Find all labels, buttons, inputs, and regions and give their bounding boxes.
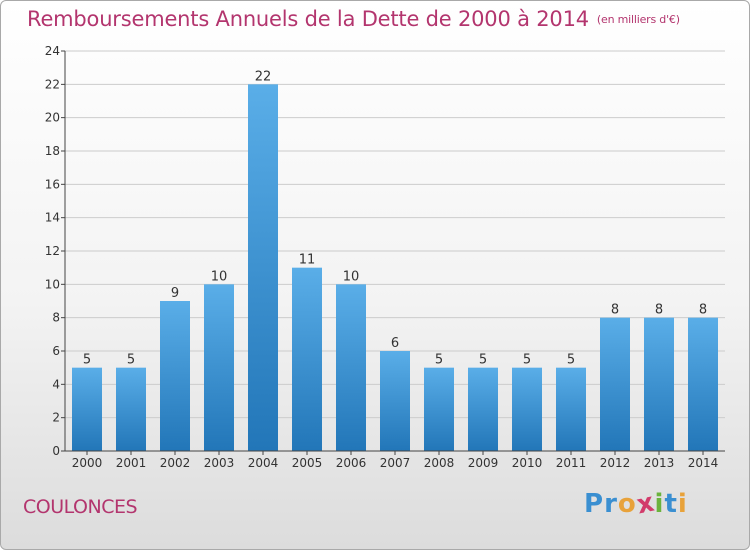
data-label: 5 [523,353,531,368]
data-label: 8 [699,303,707,318]
data-label: 5 [567,353,575,368]
bar [292,267,322,451]
data-label: 10 [343,269,360,284]
x-tick-label: 2009 [468,456,499,470]
bar [688,317,718,451]
x-tick-label: 2001 [116,456,147,470]
data-label: 8 [655,303,663,318]
y-tick-label: 2 [52,411,60,425]
x-tick-label: 2010 [512,456,543,470]
y-tick-label: 8 [52,311,60,325]
x-tick-label: 2012 [600,456,631,470]
x-tick-label: 2003 [204,456,235,470]
data-label: 11 [299,253,316,268]
y-tick-label: 16 [45,177,60,191]
data-label: 8 [611,303,619,318]
data-label: 9 [171,286,179,301]
commune-name: COULONCES [23,496,138,518]
bar [468,367,498,451]
y-tick-label: 0 [52,444,60,458]
data-label: 5 [435,353,443,368]
y-tick-label: 6 [52,344,60,358]
bar [424,367,454,451]
logo-letter: i [654,489,665,519]
y-tick-label: 24 [45,44,60,58]
data-label: 22 [255,69,272,84]
x-tick-label: 2005 [292,456,323,470]
chart-title-text: Remboursements Annuels de la Dette de 20… [27,7,589,31]
y-tick-label: 10 [45,277,60,291]
x-tick-label: 2011 [556,456,587,470]
data-label: 5 [127,353,135,368]
x-tick-label: 2007 [380,456,411,470]
bar [380,351,410,451]
data-label: 10 [211,269,228,284]
y-tick-label: 18 [45,144,60,158]
y-tick-label: 4 [52,377,60,391]
proxiti-logo: Proxiti [584,487,688,520]
bar [336,284,366,451]
logo-letter: P [584,489,605,519]
x-tick-label: 2013 [644,456,675,470]
data-label: 6 [391,336,399,351]
y-tick-label: 14 [45,211,60,225]
bar [116,367,146,451]
bar [556,367,586,451]
y-tick-label: 12 [45,244,60,258]
logo-letter: i [677,489,688,519]
x-tick-label: 2008 [424,456,455,470]
x-tick-label: 2004 [248,456,279,470]
chart-title: Remboursements Annuels de la Dette de 20… [27,7,680,31]
data-label: 5 [83,353,91,368]
logo-letter: o [617,489,637,519]
logo-letter: r [604,489,618,519]
bar [248,84,278,451]
bar [600,317,630,451]
y-tick-label: 22 [45,77,60,91]
bar [72,367,102,451]
x-tick-label: 2000 [72,456,103,470]
x-tick-label: 2006 [336,456,367,470]
y-tick-label: 20 [45,111,60,125]
bar [204,284,234,451]
bar [644,317,674,451]
x-tick-label: 2002 [160,456,191,470]
bar [160,301,190,451]
chart-unit: (en milliers d'€) [596,13,680,26]
data-label: 5 [479,353,487,368]
logo-letter: t [664,489,678,519]
x-tick-label: 2014 [688,456,719,470]
bar [512,367,542,451]
